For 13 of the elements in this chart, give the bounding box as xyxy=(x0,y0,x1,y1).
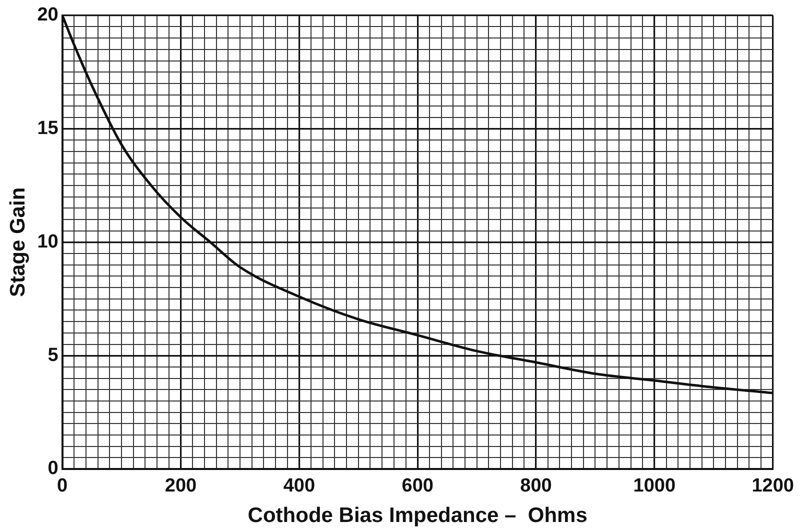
y-tick-label: 15 xyxy=(37,118,59,140)
x-tick-label: 1200 xyxy=(752,476,794,497)
x-axis-title: Cothode Bias Impedance – Ohms xyxy=(248,504,588,528)
y-tick-label: 5 xyxy=(48,344,59,366)
x-tick-label: 1000 xyxy=(633,476,676,497)
y-tick-label: 20 xyxy=(37,4,58,26)
y-tick-label: 0 xyxy=(48,458,58,480)
x-tick-label: 600 xyxy=(402,476,434,497)
x-tick-label: 200 xyxy=(164,476,197,497)
y-axis-title: Stage Gain xyxy=(6,187,30,298)
x-tick-label: 800 xyxy=(520,476,552,497)
x-tick-label: 400 xyxy=(283,476,316,497)
y-tick-label: 10 xyxy=(37,231,58,252)
